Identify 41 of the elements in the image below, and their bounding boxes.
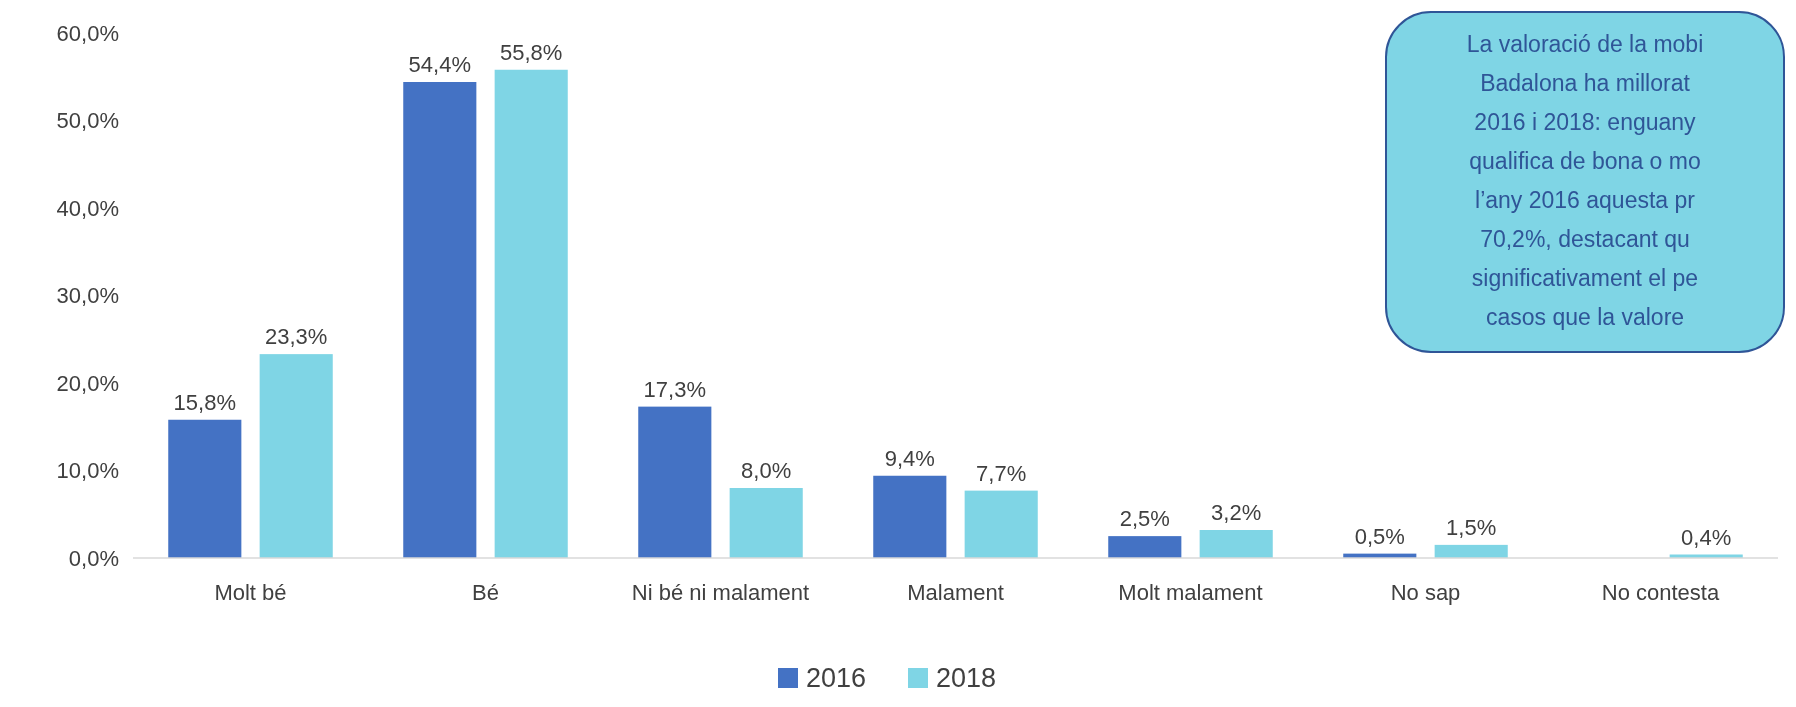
y-tick-label: 0,0% [68,545,119,571]
x-tick-label: No sap [1390,580,1461,605]
x-tick-label: Bé [472,580,499,605]
data-label: 8,0% [741,458,792,483]
annotation: La valoració de la mobi Badalona ha millorat 2016 i 2018: enguany qualifica de bona o mo l’any 2016 aquesta pr 70,2%, destacant qu significativament el pe casos que la valore [1466,31,1704,330]
x-tick-label: Molt malament [1118,580,1263,605]
x-tick-label: Malament [907,580,1004,605]
bar [259,354,333,558]
legend-label: 2016 [806,663,867,694]
x-tick-label: Ni bé ni malament [631,580,810,605]
y-tick-label: 50,0% [56,108,119,134]
y-tick-label: 10,0% [56,458,119,484]
legend-label: 2018 [936,663,997,694]
bar [168,419,242,558]
data-label: 3,2% [1211,500,1262,525]
data-label: 0,5% [1354,523,1405,549]
y-tick-label: 20,0% [56,370,119,396]
data-label: 1,5% [1446,514,1497,540]
bar [1199,530,1273,558]
bar [873,475,947,558]
data-label: 0,4% [1681,524,1732,550]
y-tick-label: 40,0% [56,195,119,221]
data-label: 15,8% [173,389,236,415]
bar [638,406,712,558]
y-tick-label: 60,0% [56,20,119,46]
x-tick-label: No contesta [1601,580,1720,605]
bar [964,490,1038,558]
data-label: 17,3% [643,376,706,402]
bar [494,69,568,558]
data-label: 23,3% [265,324,328,350]
x-tick-label: Molt bé [214,580,287,605]
bar [729,488,803,558]
data-label: 55,8% [500,39,563,65]
data-label: 2,5% [1119,506,1170,532]
bar [403,82,477,558]
y-tick-label: 30,0% [56,283,119,309]
data-label: 54,4% [408,52,471,77]
data-label: 7,7% [976,460,1027,486]
data-label: 9,4% [884,445,935,471]
bar [1108,536,1182,558]
bar [1434,544,1508,558]
